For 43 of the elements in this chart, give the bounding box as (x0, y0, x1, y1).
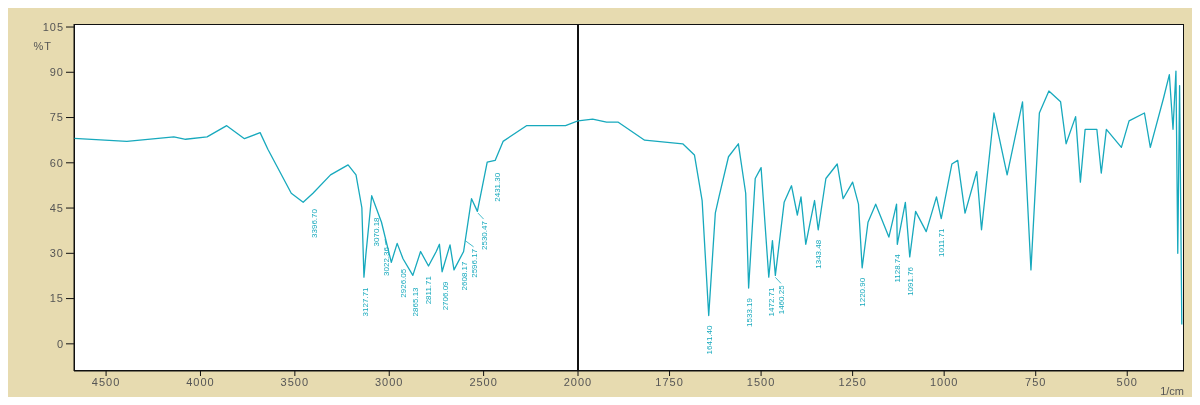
x-tick-label: 1000 (929, 375, 959, 388)
y-tick-label: 60 (49, 156, 64, 169)
annotation: 3070.18 (372, 216, 382, 247)
annotation: 2706.09 (440, 280, 450, 311)
x-tick-label: 2000 (563, 375, 593, 388)
annotation: 2865.13 (410, 286, 420, 317)
x-tick-label: 4000 (186, 375, 215, 388)
y-tick-label: 0 (56, 337, 64, 350)
x-tick-label: 3500 (280, 375, 310, 388)
annotation: 2431.30 (492, 172, 502, 202)
x-tick-label: 500 (1116, 375, 1138, 388)
annotation: 1091.76 (905, 266, 915, 296)
x-tick-label: 2500 (469, 375, 498, 388)
y-tick-label: 105 (42, 20, 64, 33)
annotation: 1343.48 (814, 239, 824, 269)
annotation: 1128.74 (893, 253, 903, 283)
annotation: 1011.71 (937, 228, 947, 257)
annotation: 2596.17 (469, 248, 479, 278)
annotation: 1472.71 (766, 286, 776, 317)
y-tick-label: 30 (49, 247, 64, 260)
annotation: 1460.25 (776, 284, 786, 315)
annotation: 2926.05 (399, 268, 409, 298)
x-axis-title: 1/cm (1160, 385, 1184, 397)
x-tick-label: 4500 (91, 375, 121, 388)
annotation: 1220.90 (858, 277, 868, 307)
y-tick-label: 45 (49, 201, 64, 214)
annotation: 2811.71 (424, 275, 434, 305)
annotation: 1533.19 (744, 297, 754, 327)
x-tick-label: 1750 (655, 375, 684, 388)
y-tick-label: 90 (49, 66, 64, 79)
y-tick-label: 15 (49, 292, 64, 305)
x-tick-label: 3000 (374, 375, 404, 388)
annotation: 3396.70 (310, 208, 320, 238)
annotation: 2530.47 (479, 220, 489, 250)
x-tick-label: 1500 (746, 375, 776, 388)
x-tick-label: 1250 (838, 375, 867, 388)
annotation: 3022.36 (382, 246, 392, 276)
annotation: 1641.40 (704, 324, 714, 355)
y-tick-label: 75 (49, 111, 64, 124)
y-axis-title: %T (33, 40, 52, 53)
x-tick-label: 750 (1025, 375, 1047, 388)
annotation: 3127.71 (361, 286, 371, 317)
annotation: 2608.17 (459, 260, 469, 291)
